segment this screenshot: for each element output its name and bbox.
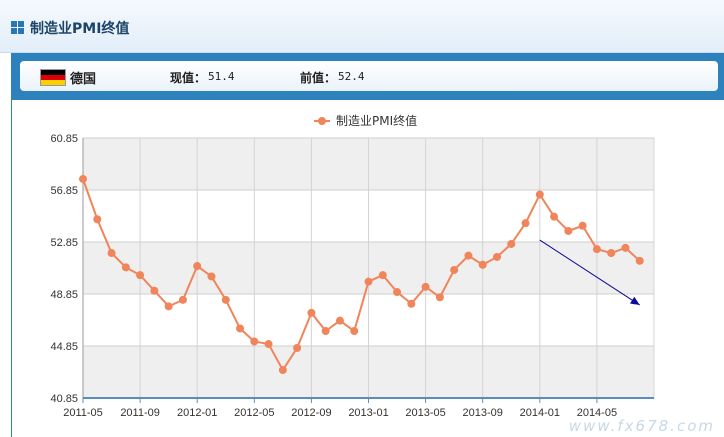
y-tick-label: 44.85 <box>50 341 78 353</box>
data-point <box>464 251 473 260</box>
data-point <box>193 262 202 271</box>
data-point <box>435 293 444 302</box>
data-point <box>164 302 173 311</box>
data-point <box>550 212 559 221</box>
x-tick-label: 2012-09 <box>291 407 331 419</box>
y-tick-label: 60.85 <box>50 133 78 145</box>
data-point <box>492 252 501 261</box>
data-point <box>93 215 102 224</box>
data-point <box>335 316 344 325</box>
watermark: www.fx678.com <box>569 417 715 435</box>
legend-marker <box>318 117 326 125</box>
legend-label: 制造业PMI终值 <box>336 113 417 128</box>
data-point <box>393 288 402 297</box>
grid-icon <box>11 21 24 34</box>
data-point <box>621 243 630 252</box>
y-tick-label: 56.85 <box>50 185 78 197</box>
x-tick-label: 2011-09 <box>120 407 160 419</box>
data-point <box>178 295 187 304</box>
x-tick-label: 2012-01 <box>177 407 217 419</box>
data-point <box>350 327 359 336</box>
data-point <box>278 366 287 375</box>
data-point <box>236 324 245 333</box>
data-point <box>364 277 373 286</box>
data-point <box>221 295 230 304</box>
previous-value: 52.4 <box>338 70 365 83</box>
data-point <box>507 239 516 248</box>
data-point <box>107 249 116 258</box>
data-point <box>521 219 530 228</box>
info-box: 德国 现值： 51.4 前值： 52.4 <box>20 61 718 91</box>
data-point <box>592 245 601 254</box>
y-tick-label: 52.85 <box>50 237 78 249</box>
y-tick-label: 40.85 <box>50 393 78 405</box>
trend-arrow-line <box>539 239 640 306</box>
data-point <box>421 282 430 291</box>
data-point <box>478 260 487 269</box>
data-point <box>564 226 573 235</box>
x-tick-label: 2012-05 <box>234 407 274 419</box>
data-point <box>607 249 616 258</box>
x-tick-label: 2014-05 <box>577 407 617 419</box>
x-tick-label: 2013-01 <box>348 407 388 419</box>
data-point <box>407 299 416 308</box>
germany-flag-icon <box>40 69 66 86</box>
data-point <box>150 286 159 295</box>
x-tick-label: 2013-09 <box>463 407 503 419</box>
x-tick-label: 2014-01 <box>520 407 560 419</box>
page-title: 制造业PMI终值 <box>30 21 130 37</box>
current-value-label: 现值： <box>170 71 207 85</box>
data-point <box>535 190 544 199</box>
data-point <box>378 271 387 280</box>
data-point <box>307 308 316 317</box>
data-point <box>250 337 259 346</box>
data-point <box>136 271 145 280</box>
data-point <box>293 343 302 352</box>
previous-value-label: 前值： <box>300 71 337 85</box>
data-point <box>121 263 130 272</box>
data-point <box>450 265 459 274</box>
trend-arrow-head <box>629 296 640 306</box>
country-name: 德国 <box>70 72 97 87</box>
x-tick-label: 2013-05 <box>405 407 445 419</box>
data-point <box>207 272 216 281</box>
current-value: 51.4 <box>208 70 235 83</box>
data-point <box>321 327 330 336</box>
info-bar: 德国 现值： 51.4 前值： 52.4 <box>12 54 724 100</box>
data-point <box>79 174 87 183</box>
data-point <box>635 256 644 265</box>
x-tick-label: 2011-05 <box>63 407 103 419</box>
series-line <box>82 178 641 373</box>
data-point <box>578 221 587 230</box>
page-header: 制造业PMI终值 <box>0 0 724 53</box>
data-point <box>264 340 273 349</box>
y-tick-label: 48.85 <box>50 289 78 301</box>
